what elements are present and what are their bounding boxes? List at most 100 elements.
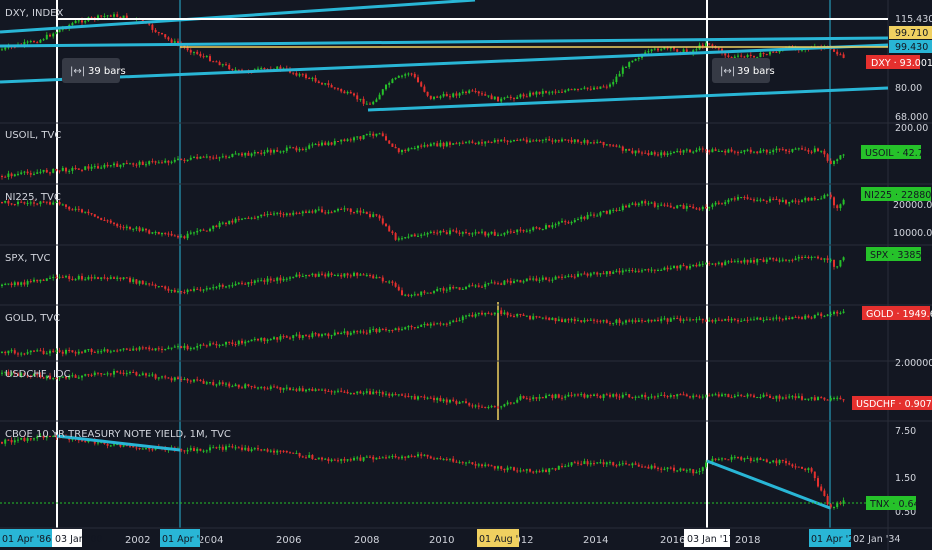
usdchf-candle-body — [801, 396, 803, 400]
usoil-candle-body — [20, 172, 23, 174]
usdchf-candle-body — [775, 395, 778, 399]
spx-candle-body — [765, 259, 768, 262]
spx-candle-body — [196, 288, 199, 290]
tnx-candle-body — [237, 447, 240, 449]
ni225-candle-body — [42, 201, 45, 203]
usoil-candle-body — [228, 156, 231, 158]
spx-candle-body — [657, 270, 659, 272]
tnx-trendline-2000-2003[interactable] — [56, 434, 181, 452]
usdchf-candle-body — [641, 395, 643, 397]
ni225-candle-body — [727, 199, 730, 203]
ni225-candle-body — [650, 202, 653, 204]
spx-candle-body — [772, 258, 775, 260]
dxy-candle-body — [529, 92, 531, 97]
ni225-candle-body — [346, 208, 349, 210]
spx-candle-body — [593, 272, 595, 274]
spx-candle-body — [673, 265, 675, 269]
time-axis[interactable]: 2002 2004 2006 2008 2010 2012 2014 2016 … — [125, 535, 760, 546]
dxy-trendline-rising[interactable] — [0, 43, 889, 84]
spx-candle-body — [343, 273, 346, 277]
tnx-candle-body — [567, 465, 570, 467]
usdchf-candle-body — [394, 394, 397, 396]
spx-candle-body — [471, 285, 474, 287]
gold-candle-body — [820, 313, 823, 317]
gold-candle-body — [567, 319, 570, 321]
ni225-candle-body — [39, 201, 42, 205]
dxy-candle-body — [378, 94, 381, 100]
usdchf-candle-body — [298, 388, 301, 391]
usoil-candle-body — [87, 166, 90, 169]
ni225-candle-body — [823, 195, 826, 199]
dxy-candle-body — [673, 47, 675, 50]
ni225-candle-body — [138, 227, 141, 231]
bars-note-2[interactable]: |↔| 39 bars — [712, 58, 775, 83]
ni225-candle-body — [314, 209, 317, 213]
gold-candle-body — [20, 353, 23, 355]
usoil-candle-body — [71, 167, 74, 171]
usdchf-candle-body — [609, 394, 611, 397]
dxy-trendline-lower[interactable] — [367, 86, 889, 112]
usdchf-candle-body — [452, 399, 455, 401]
usoil-candle-body — [45, 169, 48, 173]
ni225-candle-body — [266, 214, 269, 216]
spx-candle-body — [692, 264, 695, 267]
dxy-trendline-upper[interactable] — [0, 0, 476, 34]
ni225-candle-body — [807, 197, 810, 201]
flag-apr-2020: 01 Apr '20 — [811, 534, 860, 545]
usdchf-candle-body — [90, 374, 93, 376]
dxy-candle-body — [385, 84, 387, 90]
ni225-candle-body — [13, 203, 16, 205]
tnx-candle-body — [775, 460, 778, 464]
usdchf-candle-body — [426, 397, 429, 399]
usdchf-candle-body — [637, 396, 640, 398]
tnx-drawings[interactable] — [0, 434, 888, 510]
dxy-candle-body — [237, 69, 240, 71]
gold-candle-body — [759, 317, 762, 320]
usdchf-candle-body — [698, 396, 701, 398]
tnx-candle-body — [701, 467, 704, 471]
usdchf-candle-body — [653, 396, 656, 398]
dxy-candle-body — [596, 87, 599, 89]
ni225-candle-body — [756, 200, 759, 202]
usoil-candle-body — [177, 158, 179, 160]
tnx-candle-body — [103, 442, 106, 444]
tnx-candle-body — [391, 455, 394, 457]
dxy-trendline-channel[interactable] — [0, 36, 889, 48]
usdchf-candle-body — [589, 394, 592, 397]
tnx-candle-body — [356, 457, 359, 459]
dxy-candle-body — [618, 73, 621, 77]
gold-candle-body — [231, 342, 234, 345]
tnx-trendline-2017-2020[interactable] — [706, 459, 831, 510]
ni225-candle-body — [596, 215, 599, 217]
dxy-candle-body — [685, 49, 688, 52]
usoil-candle-body — [737, 152, 739, 154]
dxy-candle-body — [605, 86, 608, 88]
usoil-candle-body — [330, 142, 333, 145]
dxy-candle-body — [756, 57, 759, 59]
dxy-candle-body — [749, 54, 752, 56]
gold-candle-body — [4, 351, 7, 354]
usoil-candle-body — [212, 157, 215, 159]
ni225-candle-body — [794, 200, 797, 202]
ni225-candle-body — [551, 225, 554, 228]
tnx-candle-body — [461, 462, 464, 464]
tnx-candle-body — [797, 466, 800, 468]
tnx-candle-body — [260, 449, 263, 451]
bars-note-1[interactable]: |↔| 39 bars — [62, 58, 126, 83]
ni225-candle-body — [36, 203, 39, 205]
usdchf-candle-body — [759, 397, 762, 399]
dxy-candle-body — [394, 77, 397, 80]
price-axis[interactable]: 115.430 80.00 68.000 200.00 20000.00 100… — [893, 14, 932, 518]
gold-candle-body — [413, 327, 416, 329]
gold-candle-body — [548, 317, 551, 321]
ni225-candle-body — [644, 201, 647, 204]
gold-candle-body — [647, 319, 650, 322]
tnx-candle-body — [468, 462, 471, 464]
usoil-candle-body — [471, 141, 474, 143]
dxy-candle-body — [554, 91, 557, 93]
spx-candle-body — [564, 276, 567, 278]
dxy-drawings[interactable] — [0, 0, 889, 112]
dxy-candle-body — [343, 91, 346, 94]
gold-candle-body — [36, 350, 39, 352]
